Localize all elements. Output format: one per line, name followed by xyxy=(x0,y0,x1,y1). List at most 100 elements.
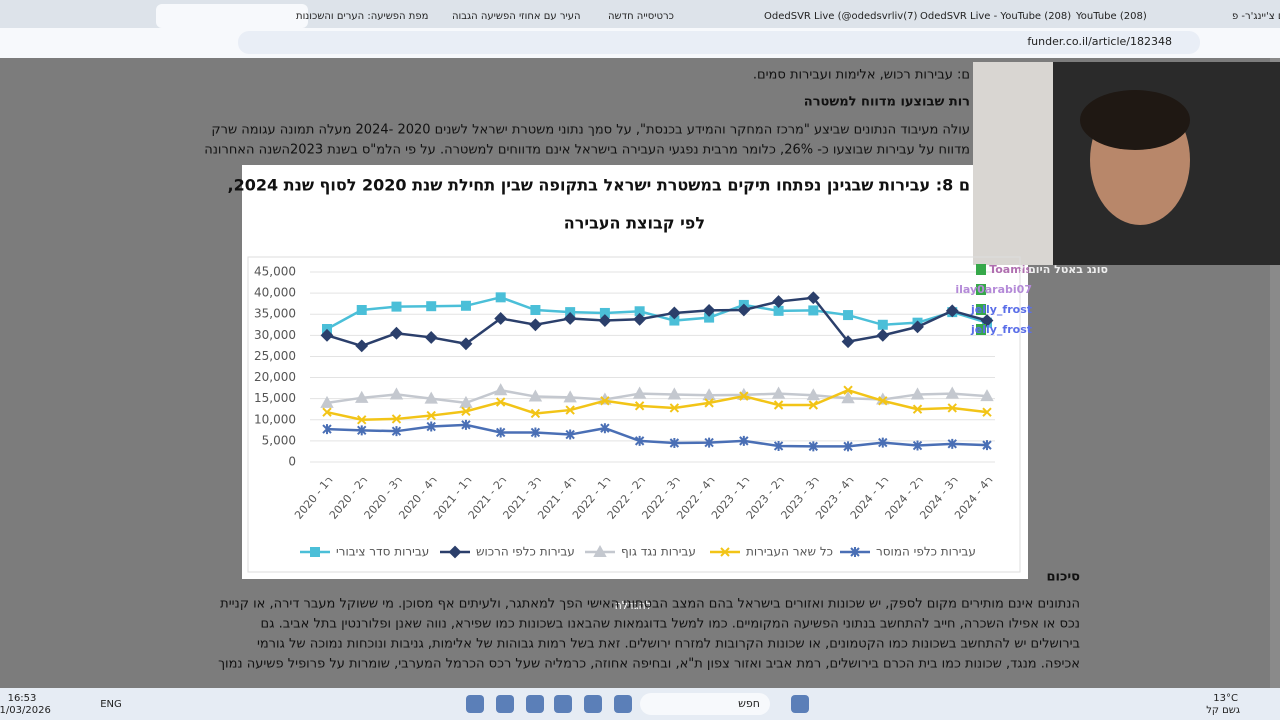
marker xyxy=(461,406,471,417)
legend-marker xyxy=(310,547,320,557)
marker xyxy=(459,395,473,408)
marker xyxy=(773,305,784,316)
chat-user: jelly_frost xyxy=(970,323,1032,336)
y-tick-label: 45,000 xyxy=(254,265,296,279)
marker xyxy=(843,385,853,395)
language[interactable]: ENG xyxy=(100,699,122,710)
taskbar-icon[interactable] xyxy=(496,695,514,713)
legend-marker xyxy=(593,544,607,557)
scrollbar[interactable] xyxy=(1270,58,1280,688)
tab[interactable] xyxy=(780,4,932,28)
zoom-label[interactable]: להגדלה xyxy=(615,599,652,612)
marker xyxy=(808,400,819,410)
marker xyxy=(493,383,508,396)
legend-marker xyxy=(720,547,730,557)
marker xyxy=(355,390,369,403)
webcam-hair xyxy=(1080,90,1190,150)
marker xyxy=(426,410,436,421)
marker xyxy=(528,389,543,402)
taskbar-icon[interactable] xyxy=(584,695,602,713)
marker xyxy=(808,305,819,316)
tab-title[interactable]: העיר עם אחוזי הפשיעה הגבוה xyxy=(452,11,581,22)
marker xyxy=(598,314,612,327)
tab[interactable] xyxy=(312,4,464,28)
tab[interactable] xyxy=(936,4,1088,28)
tab-title[interactable]: (208) YouTube xyxy=(1075,11,1147,22)
article-line: עולה מעיבוד הנתונים שביצע "מרכז המחקר וה… xyxy=(211,123,970,138)
marker xyxy=(494,312,508,325)
search-label[interactable]: חפש xyxy=(738,697,760,710)
marker xyxy=(391,414,402,424)
tab-title[interactable]: (7)OdedSVR Live (@odedsvrliv xyxy=(764,11,918,22)
marker xyxy=(876,328,890,342)
marker xyxy=(806,388,821,401)
marker xyxy=(739,435,749,446)
marker xyxy=(391,301,402,312)
marker xyxy=(461,419,471,430)
marker xyxy=(773,440,784,451)
marker xyxy=(737,303,751,317)
url[interactable]: funder.co.il/article/182348 xyxy=(1027,35,1172,48)
tab-title[interactable]: (208) רונן מגיב לגיים צ'יינג'ר- פ xyxy=(1232,11,1280,22)
chat-user: ilay0arabi07 xyxy=(955,283,1032,296)
tab[interactable] xyxy=(624,4,776,28)
marker xyxy=(911,320,924,334)
taskbar-icon[interactable] xyxy=(554,695,572,713)
marker xyxy=(565,429,575,440)
marker xyxy=(947,438,957,449)
marker xyxy=(633,312,647,326)
legend-label: עבירות נגד גוף xyxy=(621,545,696,559)
marker xyxy=(843,310,854,321)
section-title: סיכום xyxy=(1046,570,1080,585)
tab[interactable] xyxy=(156,4,308,28)
article-line: אכיפה. מנגד, שכונות כמו בית הכרם בירושלי… xyxy=(218,657,1080,672)
y-tick-label: 35,000 xyxy=(254,307,296,321)
legend-marker xyxy=(448,545,462,559)
marker xyxy=(320,328,334,342)
marker xyxy=(424,331,438,344)
marker xyxy=(702,304,716,317)
y-tick-label: 10,000 xyxy=(254,412,296,426)
chat-user: Toamis xyxy=(989,263,1032,276)
tab-title[interactable]: (208) OdedSVR Live - YouTube xyxy=(920,11,1071,22)
marker xyxy=(563,312,577,325)
y-tick-label: 0 xyxy=(288,455,296,469)
marker xyxy=(772,295,785,308)
chart-image xyxy=(242,165,1028,579)
marker xyxy=(632,386,647,399)
marker xyxy=(563,390,577,403)
marker xyxy=(947,403,957,413)
marker xyxy=(982,440,992,451)
marker xyxy=(739,391,749,401)
marker xyxy=(389,387,404,400)
search-box[interactable] xyxy=(640,693,770,715)
marker xyxy=(495,427,506,438)
marker xyxy=(357,425,367,436)
webcam-wall xyxy=(973,62,1053,265)
marker xyxy=(945,386,959,399)
taskbar-icon[interactable] xyxy=(466,695,484,713)
taskbar-icon[interactable] xyxy=(614,695,632,713)
tab-title[interactable]: מפת הפשיעה: הערים והשכונות xyxy=(296,11,428,22)
marker xyxy=(459,337,473,351)
taskbar-icon[interactable] xyxy=(791,695,809,713)
marker xyxy=(702,388,716,401)
marker xyxy=(912,440,923,451)
marker xyxy=(322,424,332,435)
marker xyxy=(667,306,681,320)
tab[interactable] xyxy=(468,4,620,28)
marker xyxy=(426,301,437,312)
y-tick-label: 30,000 xyxy=(254,328,296,342)
series-line xyxy=(326,296,988,348)
article-line: בירושלים יש להתחשב בשכונות כמו הקטמונים,… xyxy=(257,637,1080,652)
marker xyxy=(771,386,786,399)
marker xyxy=(391,426,402,437)
marker xyxy=(355,339,369,353)
tab-title[interactable]: כרטיסייה חדשה xyxy=(608,11,674,22)
tab[interactable] xyxy=(1092,4,1244,28)
legend-label: כל שאר העבירות xyxy=(746,545,833,559)
address-bar[interactable] xyxy=(238,31,1200,54)
marker xyxy=(357,415,367,425)
taskbar-icon[interactable] xyxy=(526,695,544,713)
